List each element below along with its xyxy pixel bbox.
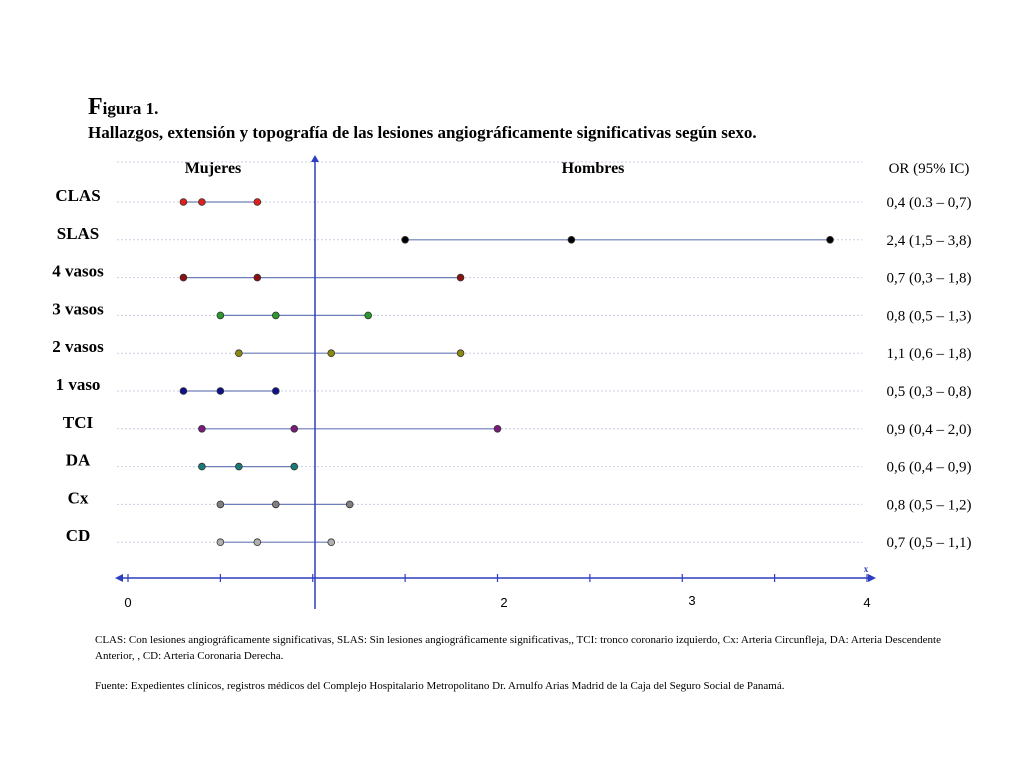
or-point: [327, 349, 336, 358]
or-value: 0,7 (0,5 – 1,1): [887, 535, 972, 551]
header-hombres: Hombres: [562, 160, 625, 177]
source-note: Fuente: Expedientes clínicos, registros …: [95, 680, 785, 692]
figure-title: Figura 1.: [88, 94, 159, 120]
or-point: [271, 311, 280, 320]
row-label: SLAS: [57, 224, 100, 243]
or-value: 0,8 (0,5 – 1,2): [887, 497, 972, 513]
header-or: OR (95% IC): [889, 161, 970, 177]
row-label: 4 vasos: [52, 262, 104, 281]
ci-low-point: [216, 311, 225, 320]
or-point: [271, 500, 280, 509]
or-value: 0,9 (0,4 – 2,0): [887, 422, 972, 438]
row-label: TCI: [63, 413, 94, 432]
row-label: 1 vaso: [56, 375, 101, 394]
forest-plot: Mujeres Hombres OR (95% IC) CLAS 0,4 (0.3 – …: [52, 155, 972, 610]
ci-low-point: [216, 500, 225, 509]
row-label: 3 vasos: [52, 299, 104, 318]
ci-low-point: [235, 349, 243, 358]
figure-title-rest: igura 1.: [102, 99, 159, 118]
or-value: 0,5 (0,3 – 0,8): [887, 384, 972, 400]
figure-title-initial: F: [88, 94, 103, 120]
row-label: Cx: [68, 488, 89, 507]
ci-high-point: [327, 538, 336, 546]
or-point: [253, 273, 262, 282]
ci-high-point: [456, 349, 465, 358]
ci-high-point: [290, 462, 299, 471]
or-value: 0,6 (0,4 – 0,9): [887, 460, 972, 476]
ci-high-point: [456, 273, 465, 282]
row-label: DA: [66, 451, 91, 470]
or-value: 1,1 (0,6 – 1,8): [887, 346, 972, 362]
or-value: 2,4 (1,5 – 3,8): [887, 233, 972, 249]
ci-low-point: [198, 462, 206, 471]
ci-low-point: [401, 236, 409, 244]
or-value: 0,4 (0.3 – 0,7): [887, 195, 972, 211]
ci-low-point: [216, 538, 225, 546]
ci-low-point: [179, 387, 188, 395]
ci-high-point: [493, 424, 502, 433]
x-tick-label: 2: [500, 595, 507, 610]
figure-notes: CLAS: Con lesiones angiográficamente sig…: [95, 632, 975, 708]
or-point: [235, 462, 243, 471]
ci-high-point: [826, 236, 834, 244]
row-label: CD: [66, 526, 91, 545]
ci-high-point: [345, 500, 354, 509]
or-value: 0,8 (0,5 – 1,3): [887, 308, 972, 324]
x-axis-symbol: x: [864, 564, 869, 574]
or-point: [216, 387, 225, 395]
ci-high-point: [253, 198, 262, 206]
ci-low-point: [198, 424, 206, 433]
row-label: CLAS: [55, 186, 100, 205]
or-point: [198, 198, 206, 206]
header-mujeres: Mujeres: [185, 160, 242, 177]
reference-arrow: [311, 155, 319, 162]
or-point: [567, 236, 576, 244]
x-tick-label: 0: [124, 595, 131, 610]
x-axis-arrow: [868, 574, 876, 582]
x-tick-label: 4: [863, 595, 870, 610]
ci-high-point: [364, 311, 372, 320]
abbreviations-note: CLAS: Con lesiones angiográficamente sig…: [95, 634, 941, 662]
or-value: 0,7 (0,3 – 1,8): [887, 271, 972, 287]
or-point: [290, 424, 299, 433]
ci-low-point: [179, 198, 188, 206]
x-axis-arrow-left: [115, 574, 123, 582]
row-label: 2 vasos: [52, 337, 104, 356]
ci-high-point: [271, 387, 280, 395]
figure-subtitle: Hallazgos, extensión y topografía de las…: [88, 123, 757, 142]
ci-low-point: [179, 273, 188, 282]
x-tick-label: 3: [688, 593, 695, 608]
or-point: [253, 538, 262, 546]
